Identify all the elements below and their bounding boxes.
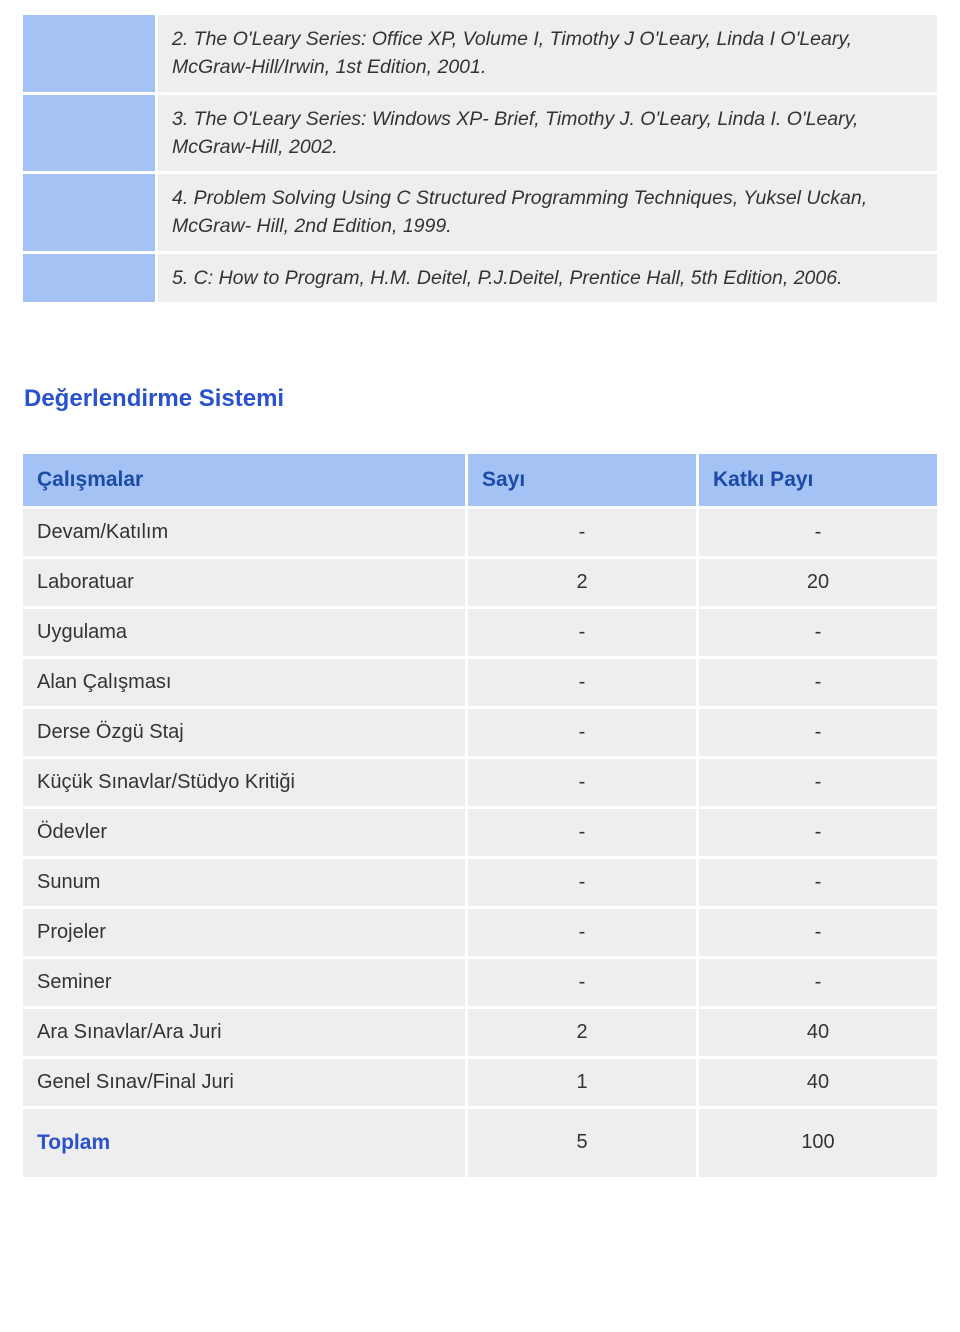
activity-label: Seminer — [23, 959, 465, 1006]
contribution-header: Katkı Payı — [699, 454, 937, 506]
activity-count: 2 — [468, 559, 696, 606]
assessment-row: Alan Çalışması - - — [23, 659, 937, 706]
activity-contribution: - — [699, 809, 937, 856]
activity-label: Derse Özgü Staj — [23, 709, 465, 756]
activity-count: - — [468, 859, 696, 906]
assessment-row: Seminer - - — [23, 959, 937, 1006]
activity-contribution: - — [699, 709, 937, 756]
assessment-row: Genel Sınav/Final Juri 1 40 — [23, 1059, 937, 1106]
assessment-row: Ödevler - - — [23, 809, 937, 856]
assessment-header-row: Çalışmalar Sayı Katkı Payı — [23, 454, 937, 506]
activity-count: - — [468, 809, 696, 856]
activity-contribution: - — [699, 859, 937, 906]
assessment-row: Uygulama - - — [23, 609, 937, 656]
activity-count: - — [468, 759, 696, 806]
activity-contribution: - — [699, 909, 937, 956]
page: 2. The O'Leary Series: Office XP, Volume… — [0, 12, 960, 1210]
reference-left-cell — [23, 254, 155, 302]
activity-label: Sunum — [23, 859, 465, 906]
activity-count: - — [468, 959, 696, 1006]
reference-left-cell — [23, 15, 155, 92]
total-count: 5 — [468, 1109, 696, 1177]
assessment-row: Projeler - - — [23, 909, 937, 956]
activity-contribution: 40 — [699, 1009, 937, 1056]
assessment-row: Laboratuar 2 20 — [23, 559, 937, 606]
activity-label: Alan Çalışması — [23, 659, 465, 706]
reference-row: 3. The O'Leary Series: Windows XP- Brief… — [23, 95, 937, 172]
activity-label: Devam/Katılım — [23, 509, 465, 556]
activity-contribution: - — [699, 959, 937, 1006]
activity-contribution: - — [699, 659, 937, 706]
assessment-section-title: Değerlendirme Sistemi — [20, 385, 940, 413]
reference-entry: 3. The O'Leary Series: Windows XP- Brief… — [158, 95, 937, 172]
activity-label: Küçük Sınavlar/Stüdyo Kritiği — [23, 759, 465, 806]
activity-count: - — [468, 659, 696, 706]
activity-label: Laboratuar — [23, 559, 465, 606]
activity-count: 1 — [468, 1059, 696, 1106]
assessment-row: Devam/Katılım - - — [23, 509, 937, 556]
activity-label: Genel Sınav/Final Juri — [23, 1059, 465, 1106]
activity-contribution: 40 — [699, 1059, 937, 1106]
activity-contribution: - — [699, 609, 937, 656]
activity-contribution: - — [699, 759, 937, 806]
activity-count: - — [468, 709, 696, 756]
reference-left-cell — [23, 174, 155, 251]
assessment-row: Ara Sınavlar/Ara Juri 2 40 — [23, 1009, 937, 1056]
count-header: Sayı — [468, 454, 696, 506]
reference-entry: 5. C: How to Program, H.M. Deitel, P.J.D… — [158, 254, 937, 302]
total-contribution: 100 — [699, 1109, 937, 1177]
activity-count: 2 — [468, 1009, 696, 1056]
reference-row: 5. C: How to Program, H.M. Deitel, P.J.D… — [23, 254, 937, 302]
references-table: 2. The O'Leary Series: Office XP, Volume… — [20, 12, 940, 305]
activity-label: Ödevler — [23, 809, 465, 856]
activity-label: Uygulama — [23, 609, 465, 656]
reference-entry: 4. Problem Solving Using C Structured Pr… — [158, 174, 937, 251]
activity-contribution: 20 — [699, 559, 937, 606]
activity-label: Ara Sınavlar/Ara Juri — [23, 1009, 465, 1056]
reference-left-cell — [23, 95, 155, 172]
activity-contribution: - — [699, 509, 937, 556]
assessment-row: Derse Özgü Staj - - — [23, 709, 937, 756]
assessment-total-row: Toplam 5 100 — [23, 1109, 937, 1177]
reference-row: 4. Problem Solving Using C Structured Pr… — [23, 174, 937, 251]
assessment-table: Çalışmalar Sayı Katkı Payı Devam/Katılım… — [20, 451, 940, 1180]
activity-label: Projeler — [23, 909, 465, 956]
activity-count: - — [468, 909, 696, 956]
assessment-row: Sunum - - — [23, 859, 937, 906]
activities-header: Çalışmalar — [23, 454, 465, 506]
reference-entry: 2. The O'Leary Series: Office XP, Volume… — [158, 15, 937, 92]
assessment-row: Küçük Sınavlar/Stüdyo Kritiği - - — [23, 759, 937, 806]
activity-count: - — [468, 609, 696, 656]
activity-count: - — [468, 509, 696, 556]
total-label: Toplam — [23, 1109, 465, 1177]
reference-row: 2. The O'Leary Series: Office XP, Volume… — [23, 15, 937, 92]
